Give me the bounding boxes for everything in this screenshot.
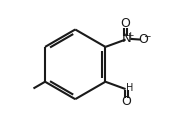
Text: +: +	[127, 31, 134, 40]
Text: N: N	[121, 32, 131, 45]
Text: −: −	[143, 32, 150, 41]
Text: H: H	[126, 83, 133, 93]
Text: O: O	[121, 17, 130, 30]
Text: O: O	[121, 95, 131, 108]
Text: O: O	[138, 33, 148, 46]
